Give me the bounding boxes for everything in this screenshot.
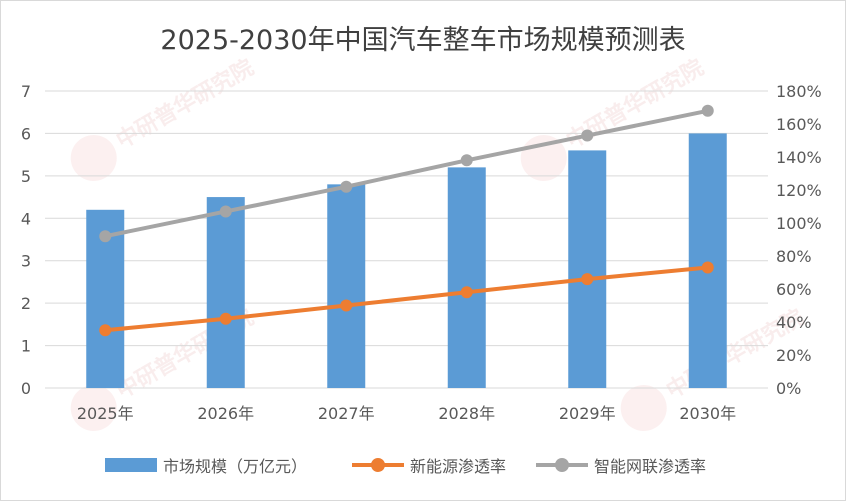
data-point — [219, 205, 232, 218]
x-tick-label: 2029年 — [559, 404, 616, 423]
legend-item-bar: 市场规模（万亿元） — [105, 452, 307, 478]
legend-swatch-bar — [105, 458, 157, 472]
legend-swatch-line1 — [352, 458, 404, 472]
bar — [327, 184, 366, 388]
data-point — [219, 312, 232, 325]
y-right-tick-label: 120% — [776, 181, 822, 200]
x-tick-label: 2027年 — [318, 404, 375, 423]
x-tick-label: 2025年 — [77, 404, 134, 423]
legend-item-line1: 新能源渗透率 — [352, 452, 506, 478]
y-right-tick-label: 40% — [776, 313, 812, 332]
y-right-tick-label: 80% — [776, 247, 812, 266]
y-right-tick-label: 60% — [776, 280, 812, 299]
data-point — [581, 273, 594, 286]
y-left-tick-label: 6 — [21, 124, 31, 143]
y-left-tick-label: 5 — [21, 167, 31, 186]
y-right-tick-label: 180% — [776, 82, 822, 101]
legend-label-line2: 智能网联渗透率 — [594, 457, 707, 476]
y-right-tick-label: 140% — [776, 148, 822, 167]
legend-label-line1: 新能源渗透率 — [410, 457, 507, 476]
y-right-tick-label: 0% — [776, 379, 801, 398]
y-left-tick-label: 1 — [21, 337, 31, 356]
bar — [568, 150, 607, 388]
data-point — [460, 154, 473, 167]
y-left-tick-label: 4 — [21, 209, 31, 228]
x-tick-label: 2030年 — [679, 404, 736, 423]
data-point — [340, 180, 353, 193]
y-right-tick-label: 20% — [776, 346, 812, 365]
bar — [447, 167, 486, 388]
chart-legend: 市场规模（万亿元） 新能源渗透率 智能网联渗透率 — [0, 452, 846, 478]
series-line — [105, 265, 708, 333]
data-point — [581, 129, 594, 142]
x-tick-label: 2028年 — [438, 404, 495, 423]
data-point — [701, 261, 714, 274]
x-tick-label: 2026年 — [197, 404, 254, 423]
y-left-tick-label: 3 — [21, 252, 31, 271]
data-point — [340, 299, 353, 312]
series-line — [104, 108, 709, 239]
chart-title: 2025-2030年中国汽车整车市场规模预测表 — [160, 25, 686, 56]
y-right-tick-label: 100% — [776, 214, 822, 233]
legend-item-line2: 智能网联渗透率 — [536, 452, 706, 478]
data-point — [701, 104, 714, 117]
data-point — [99, 230, 112, 243]
data-point — [99, 324, 112, 337]
legend-label-bar: 市场规模（万亿元） — [163, 457, 308, 476]
legend-swatch-line2 — [536, 458, 588, 472]
y-left-tick-label: 0 — [21, 379, 31, 398]
y-right-tick-label: 160% — [776, 115, 822, 134]
bar — [206, 197, 245, 388]
y-left-tick-label: 2 — [21, 294, 31, 313]
bar — [688, 133, 727, 388]
data-point — [460, 286, 473, 299]
y-left-tick-label: 7 — [21, 82, 31, 101]
